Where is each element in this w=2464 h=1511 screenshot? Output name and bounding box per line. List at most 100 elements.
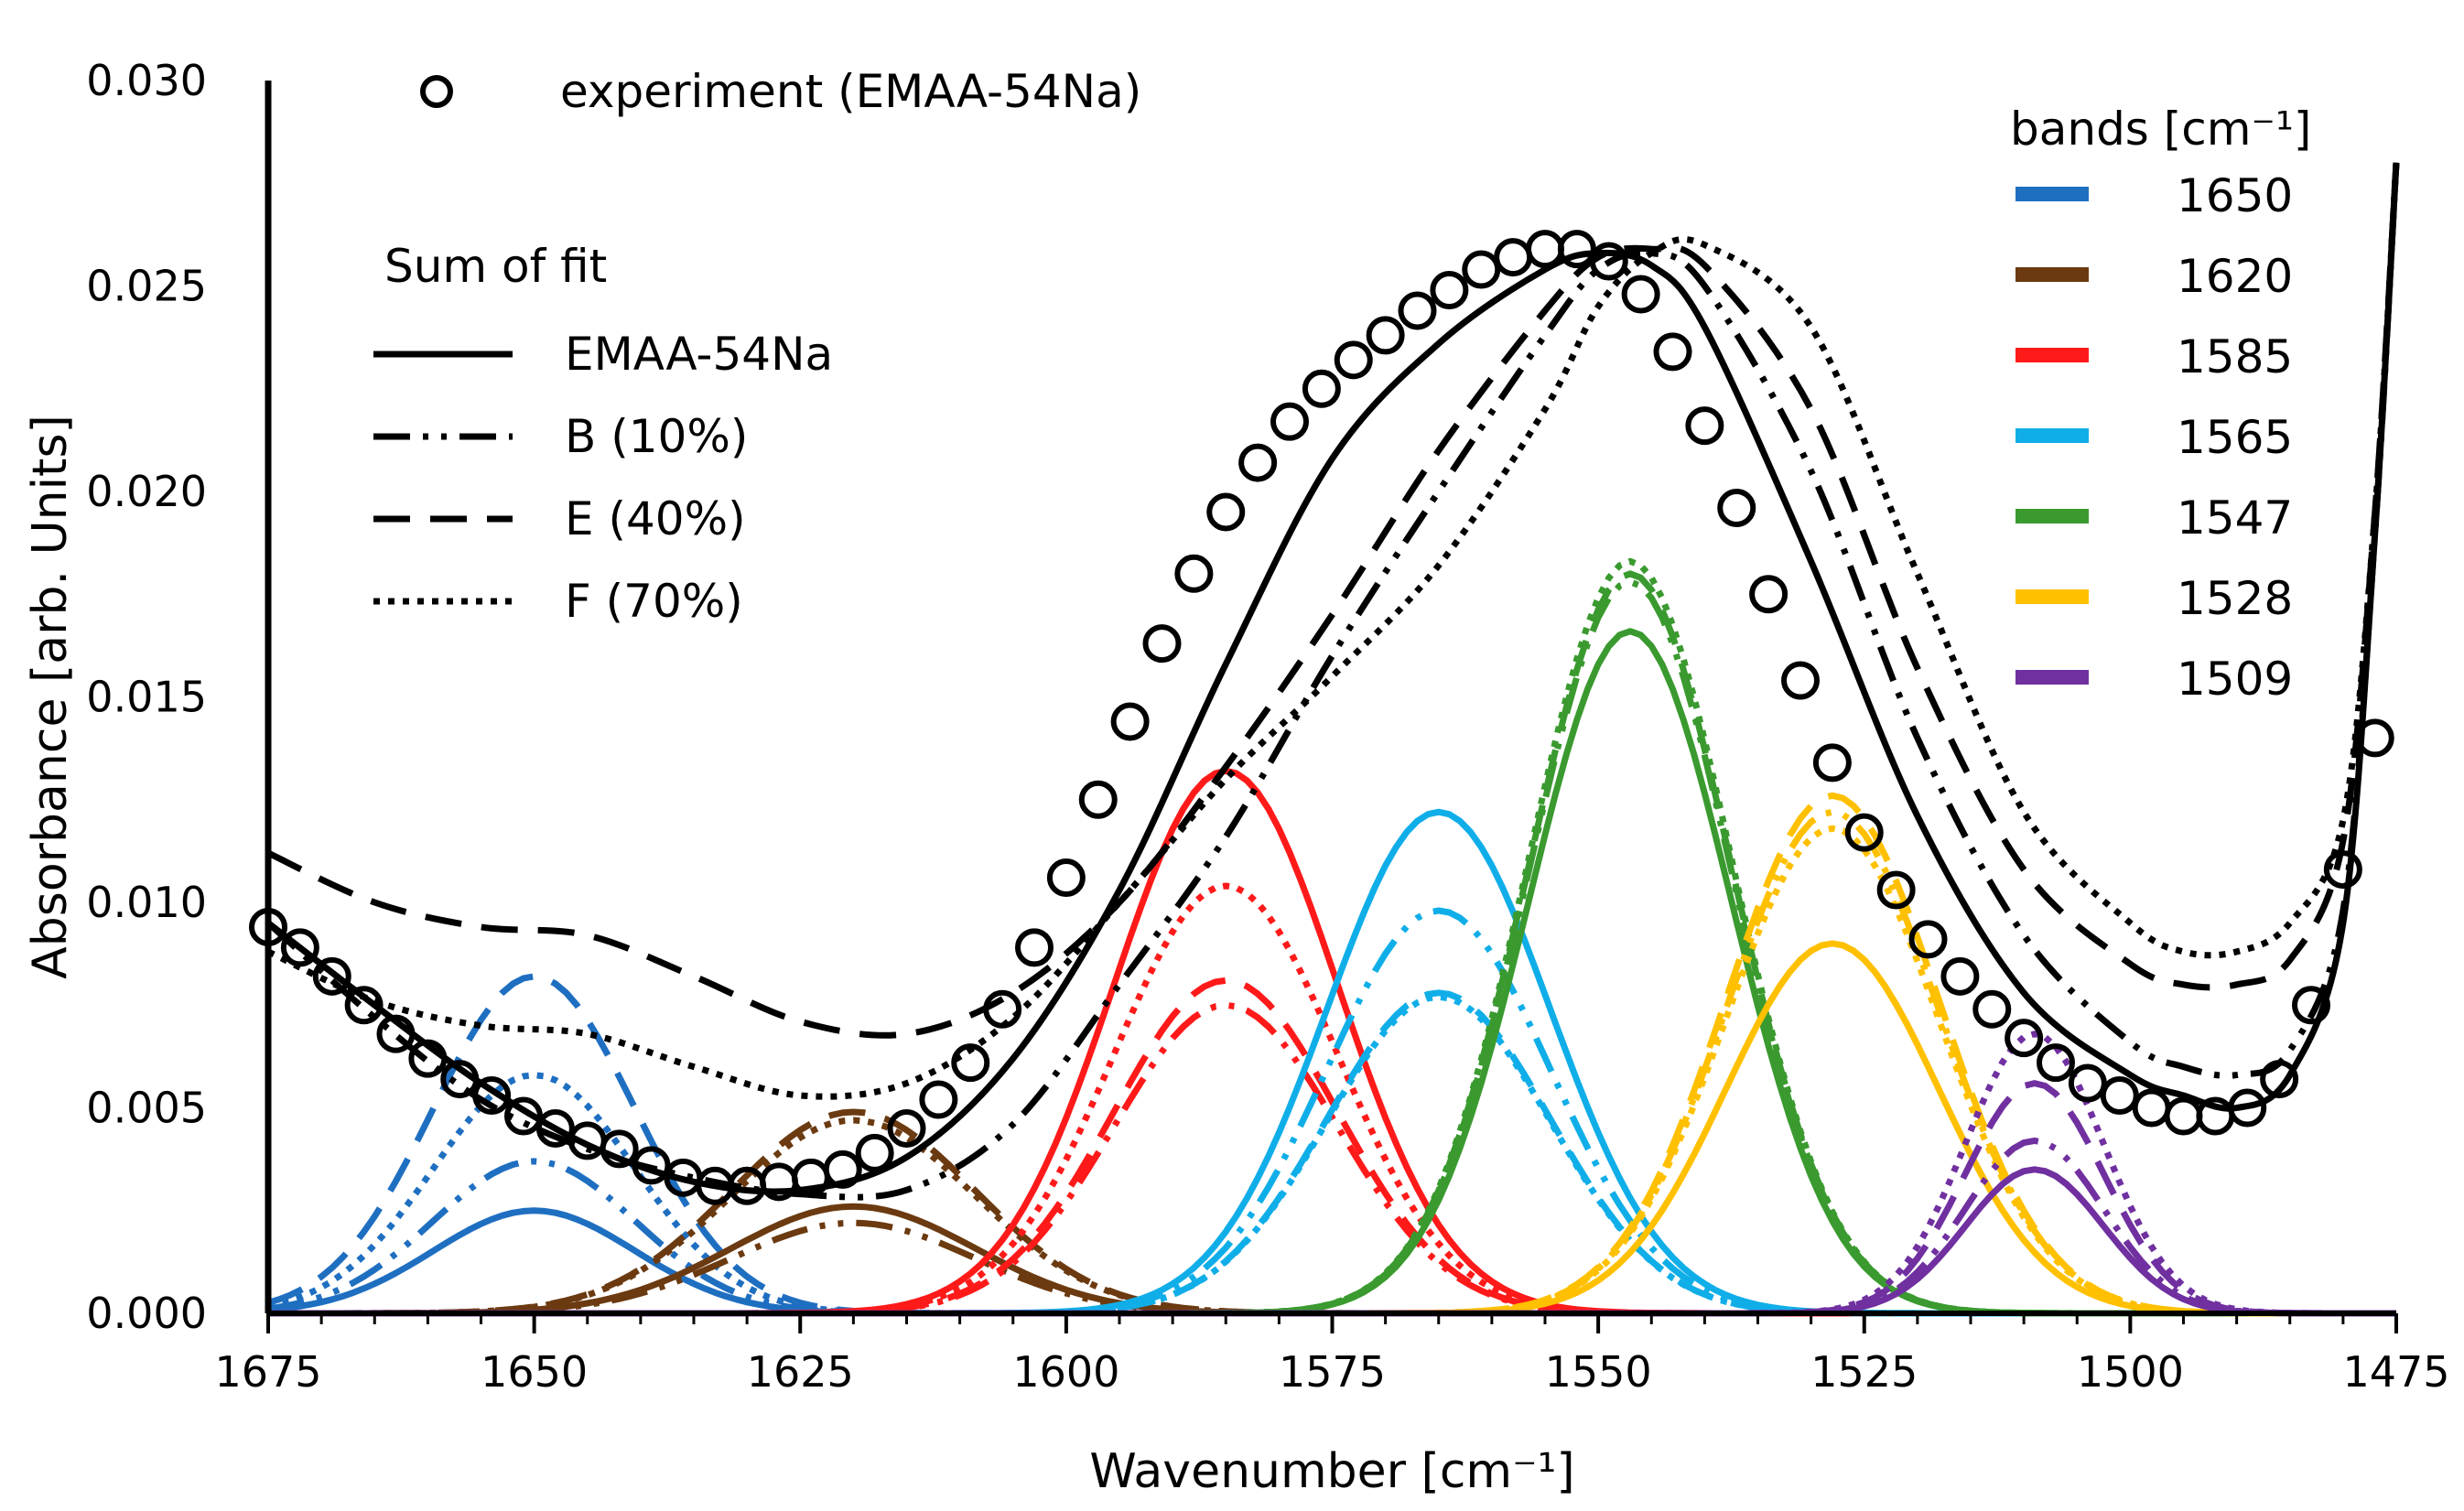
legend-sum-of-fit-label: E (40%): [565, 492, 746, 545]
experiment-markers: [249, 230, 2394, 1205]
experiment-point: [472, 1076, 512, 1116]
experiment-point: [2323, 850, 2362, 890]
legend-band-label: 1565: [2177, 411, 2293, 464]
legend-sum-of-fit-emaa-54na: EMAA-54Na: [373, 328, 833, 381]
experiment-point: [1462, 250, 1501, 289]
x-tick-label: 1650: [481, 1347, 588, 1397]
experiment-point: [1142, 624, 1182, 664]
experiment-point: [1589, 242, 1628, 281]
legend-band-label: 1509: [2177, 653, 2293, 706]
experiment-point: [1238, 443, 1278, 482]
x-tick-label: 1675: [214, 1347, 321, 1397]
experiment-point: [1940, 956, 1980, 996]
band-1547-b-10-curve: [268, 578, 2396, 1317]
experiment-point: [1430, 270, 1469, 309]
experiment-point: [887, 1108, 926, 1148]
legend-band-label: 1620: [2177, 250, 2293, 303]
experiment-point: [535, 1108, 575, 1148]
legend-sum-of-fit-header: Sum of fit: [384, 240, 607, 293]
experiment-point: [376, 1014, 416, 1053]
x-tick-label: 1625: [747, 1347, 854, 1397]
legend-sum-of-fit-label: B (10%): [565, 410, 748, 463]
legend-band-1565: 1565: [2016, 411, 2293, 464]
experiment-point: [1876, 870, 1916, 910]
experiment-point: [1972, 989, 2012, 1029]
y-tick-label: 0.015: [86, 673, 207, 722]
experiment-point: [344, 986, 384, 1025]
experiment-point: [1781, 661, 1820, 700]
experiment-point: [408, 1039, 448, 1078]
experiment-point: [632, 1146, 671, 1185]
experiment-point: [855, 1133, 894, 1172]
band-1547-e-40-curve: [268, 570, 2396, 1317]
axes: 1675 1650 1625 1600 1575 1550 1525 1500 1475 0.00…: [23, 56, 2450, 1499]
y-tick-label: 0.005: [86, 1084, 207, 1133]
experiment-point: [1366, 316, 1405, 355]
x-tick-label: 1575: [1279, 1347, 1386, 1397]
sum-of-fit-f-70-line: [266, 162, 2400, 1100]
legend-experiment-label: experiment (EMAA-54Na): [560, 65, 1141, 118]
legend-band-1620: 1620: [2016, 250, 2293, 303]
experiment-point: [951, 1043, 990, 1083]
experiment-point: [1270, 402, 1309, 441]
legend-band-1585: 1585: [2016, 330, 2293, 383]
y-tick-label: 0.025: [86, 262, 207, 311]
legend-band-1547: 1547: [2016, 491, 2293, 545]
experiment-point: [1717, 488, 1756, 527]
experiment-point: [1046, 858, 1086, 898]
legend-sum-of-fit-e-40: E (40%): [373, 492, 746, 545]
experiment-point: [1174, 554, 1214, 593]
legend-sum-of-fit-label: F (70%): [565, 575, 743, 628]
experiment-point: [2005, 1019, 2044, 1058]
experiment-point: [280, 928, 319, 967]
experiment-point: [1844, 813, 1884, 852]
experiment-point: [2132, 1088, 2171, 1128]
x-axis-title: Wavenumber [cm⁻¹]: [1089, 1444, 1574, 1499]
experiment-point: [2068, 1063, 2107, 1103]
experiment-point: [1526, 230, 1564, 269]
legend-sum-of-fit-label: EMAA-54Na: [565, 328, 833, 381]
y-tick-label: 0.000: [86, 1289, 207, 1338]
legend-band-1650: 1650: [2016, 169, 2293, 222]
x-tick-label: 1475: [2342, 1347, 2449, 1397]
experiment-point: [1812, 743, 1852, 782]
legend-experiment-marker: [420, 75, 453, 108]
experiment-point: [2037, 1043, 2075, 1083]
experiment-point: [2164, 1096, 2203, 1136]
experiment-point: [1078, 780, 1118, 819]
experiment-point: [1015, 928, 1054, 967]
legend-sum-of-fit-b-10: B (10%): [373, 410, 748, 463]
experiment-point: [1206, 492, 1246, 532]
experiment-point: [504, 1096, 543, 1136]
y-tick-label: 0.020: [86, 467, 207, 516]
legend-experiment: experiment (EMAA-54Na): [420, 65, 1141, 118]
experiment-point: [919, 1080, 958, 1119]
y-axis-title: Absorbance [arb. Units]: [23, 415, 78, 979]
legend-band-label: 1585: [2177, 330, 2293, 383]
experiment-point: [2292, 986, 2330, 1025]
legend: experiment (EMAA-54Na) Sum of fit EMAA-54N…: [373, 65, 2311, 706]
experiment-point: [1334, 340, 1373, 380]
legend-bands-title: bands [cm⁻¹]: [2010, 103, 2311, 156]
experiment-point: [440, 1060, 480, 1099]
x-tick-label: 1600: [1012, 1347, 1119, 1397]
experiment-point: [1110, 702, 1150, 741]
x-tick-label: 1525: [1810, 1347, 1918, 1397]
y-tick-label: 0.010: [86, 878, 207, 927]
y-tick-label: 0.030: [86, 56, 207, 105]
experiment-point: [2355, 718, 2394, 758]
experiment-point: [600, 1129, 639, 1169]
experiment-point: [1685, 406, 1724, 446]
band-1620-b-10-curve: [268, 1219, 2396, 1317]
legend-band-label: 1650: [2177, 169, 2293, 222]
legend-band-1528: 1528: [2016, 572, 2293, 625]
band-1650-emaa-54na-curve: [267, 1207, 2396, 1317]
x-tick-label: 1550: [1545, 1347, 1652, 1397]
experiment-point: [2228, 1088, 2267, 1128]
experiment-point: [1398, 291, 1437, 330]
experiment-point: [983, 989, 1022, 1029]
experiment-point: [1494, 238, 1533, 277]
legend-sum-of-fit-f-70: F (70%): [373, 575, 743, 628]
legend-band-label: 1547: [2177, 491, 2293, 545]
